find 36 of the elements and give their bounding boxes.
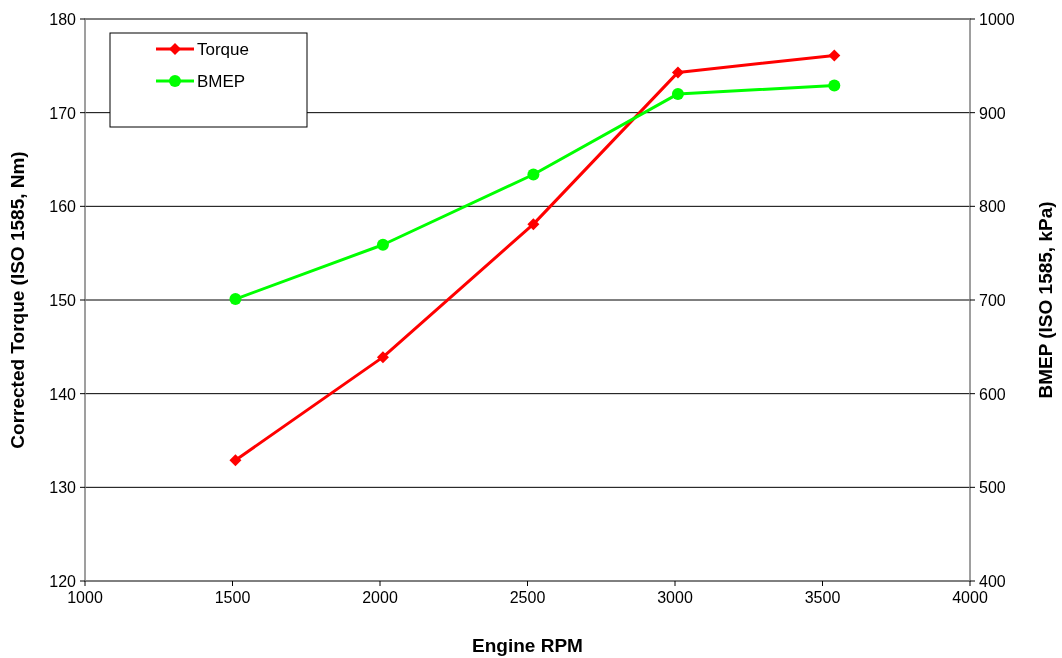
x-tick-label: 1000 (67, 589, 103, 606)
y-tick-label: 160 (49, 198, 77, 216)
x-tick-label: 2000 (362, 589, 398, 606)
y-tick-label: 140 (49, 385, 77, 403)
x-tick-label: 3000 (657, 589, 693, 606)
legend-label: Torque (197, 40, 249, 59)
y2-tick-label: 900 (979, 104, 1006, 122)
point (376, 351, 389, 364)
y-tick-label: 170 (49, 104, 77, 122)
point (376, 238, 389, 251)
point (229, 293, 242, 306)
point (229, 454, 242, 467)
point (527, 168, 540, 181)
legend-label: BMEP (197, 72, 246, 91)
point (828, 49, 841, 62)
y2-tick-label: 1000 (979, 11, 1015, 28)
y2-axis-title: BMEP (ISO 1585, kPa) (1035, 201, 1056, 399)
point (828, 79, 841, 92)
y2-tick-label: 700 (979, 292, 1006, 309)
x-axis-title: Engine RPM (472, 635, 583, 656)
point (671, 66, 684, 79)
x-tick-label: 2500 (509, 589, 546, 606)
y-tick-label: 120 (49, 573, 77, 590)
y-tick-label: 180 (49, 11, 77, 28)
y2-tick-label: 500 (979, 479, 1006, 497)
point (671, 87, 684, 100)
y-axis-title: Corrected Torque (ISO 1585, Nm) (7, 151, 28, 449)
y-tick-label: 150 (49, 292, 77, 309)
x-tick-label: 3500 (804, 589, 841, 606)
y2-tick-label: 800 (979, 198, 1006, 216)
y2-tick-label: 400 (979, 573, 1006, 590)
y2-tick-label: 600 (979, 385, 1006, 403)
y-tick-label: 130 (49, 479, 77, 497)
x-tick-label: 4000 (952, 589, 988, 606)
point (527, 218, 540, 231)
x-tick-label: 1500 (214, 589, 251, 606)
